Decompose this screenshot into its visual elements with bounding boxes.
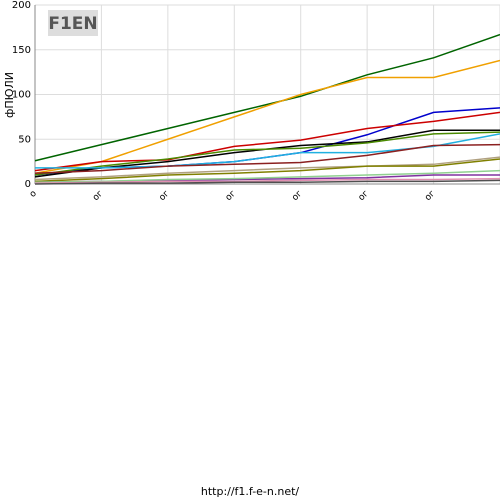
- x-tick-label: ог: [157, 189, 172, 204]
- y-tick-label: 100: [12, 90, 31, 101]
- series-line: [34, 143, 500, 175]
- x-tick-label: ог: [290, 189, 305, 204]
- logo: F1EN: [48, 14, 97, 34]
- y-tick-label: 50: [18, 134, 31, 145]
- x-tick-label: ог: [91, 189, 106, 204]
- series-line: [34, 111, 500, 172]
- series-line: [34, 59, 500, 174]
- series-line: [34, 131, 500, 176]
- y-tick-label: 150: [12, 45, 31, 56]
- y-tick-label: 0: [25, 179, 31, 190]
- series-line: [34, 169, 500, 183]
- y-axis-label: фПЮЛИ: [3, 72, 16, 118]
- series-line: [34, 33, 500, 162]
- x-tick-label: ог: [423, 189, 438, 204]
- footer: http://f1.f-e-n.net/: [201, 485, 300, 498]
- series-line: [34, 158, 500, 183]
- x-tick-label: ог: [357, 189, 372, 204]
- series-line: [34, 179, 500, 185]
- series-line: [34, 156, 500, 181]
- x-tick-label: о: [28, 188, 39, 199]
- x-tick-label: ог: [224, 189, 239, 204]
- logo-box: [48, 10, 98, 36]
- series-line: [34, 177, 500, 184]
- y-tick-label: 200: [12, 0, 31, 11]
